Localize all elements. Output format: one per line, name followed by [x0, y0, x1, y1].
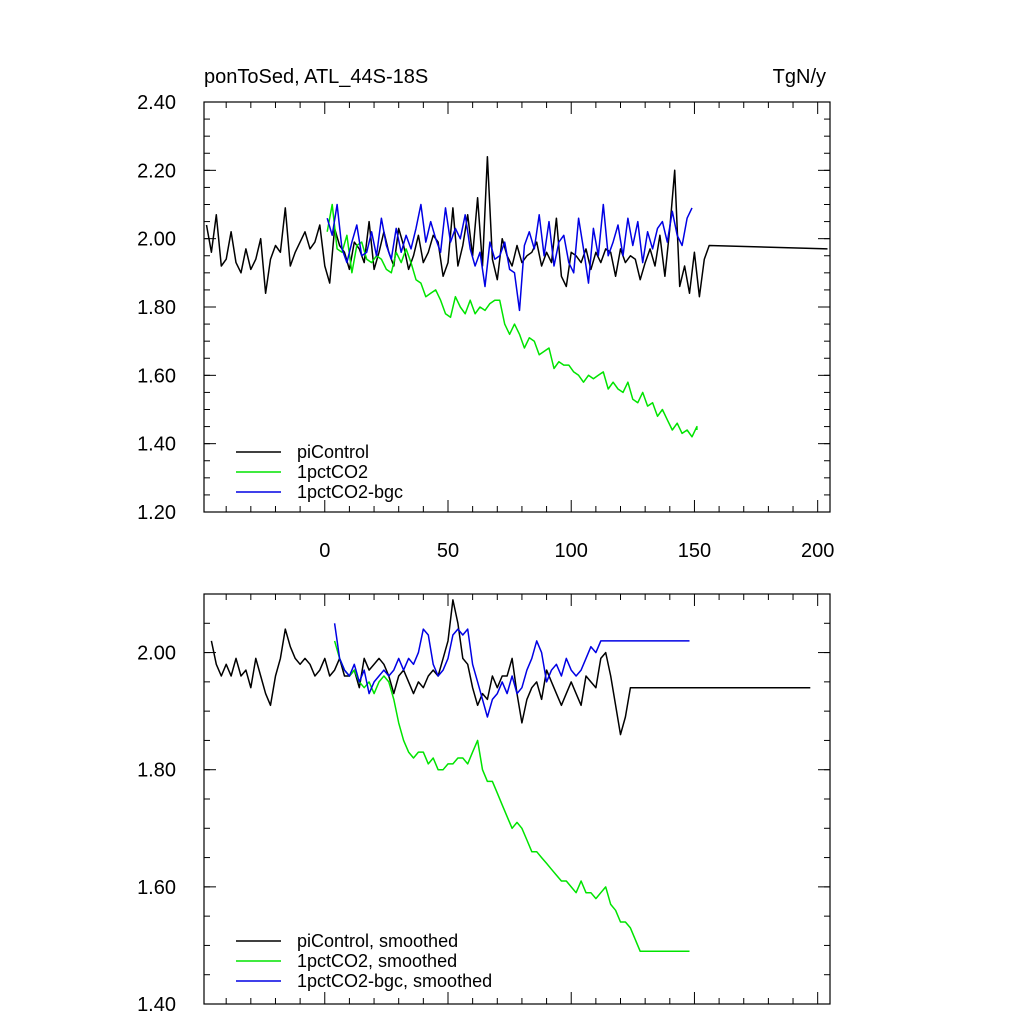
panel1-y-tick-label: 1.40 — [137, 434, 176, 456]
panel1-title-left: ponToSed, ATL_44S-18S — [204, 66, 428, 88]
panel2-y-tick-label: 1.60 — [137, 877, 176, 899]
panel1-x-tick-label: 50 — [437, 540, 459, 562]
panel1-x-tick-label: 150 — [678, 540, 711, 562]
panel1-x-tick-label: 0 — [319, 540, 330, 562]
panel2-legend-label: piControl, smoothed — [297, 931, 458, 951]
panel1-y-tick-label: 2.00 — [137, 229, 176, 251]
panel1-y-tick-label: 2.20 — [137, 160, 176, 182]
panel2-legend-label: 1pctCO2-bgc, smoothed — [297, 971, 492, 991]
panel2-y-tick-label: 1.40 — [137, 994, 176, 1016]
panel1-legend-label: 1pctCO2-bgc — [297, 482, 403, 502]
panel1-legend-label: piControl — [297, 442, 369, 462]
panel1-y-tick-label: 1.60 — [137, 365, 176, 387]
panel1-y-tick-label: 1.80 — [137, 297, 176, 319]
panel2-series-1pctco2-smoothed — [333, 640, 690, 953]
panel1-series-1pctco2-bgc — [326, 203, 693, 312]
panel2-legend-label: 1pctCO2, smoothed — [297, 951, 457, 971]
panel2-series-picontrol-smoothed — [210, 599, 811, 736]
panel1-x-tick-label: 200 — [801, 540, 834, 562]
panel1-y-tick-label: 1.20 — [137, 502, 176, 524]
panel1-x-tick-label: 100 — [555, 540, 588, 562]
panel1-title-right: TgN/y — [773, 66, 826, 88]
panel2-series-1pctco2-bgc-smoothed — [333, 623, 690, 718]
panel2-y-tick-label: 1.80 — [137, 760, 176, 782]
panel2-y-tick-label: 2.00 — [137, 643, 176, 665]
panel1-legend-label: 1pctCO2 — [297, 462, 368, 482]
panel1-y-tick-label: 2.40 — [137, 92, 176, 114]
panel1-series-1pctco2 — [326, 203, 698, 438]
panel1-series-picontrol — [205, 155, 828, 298]
